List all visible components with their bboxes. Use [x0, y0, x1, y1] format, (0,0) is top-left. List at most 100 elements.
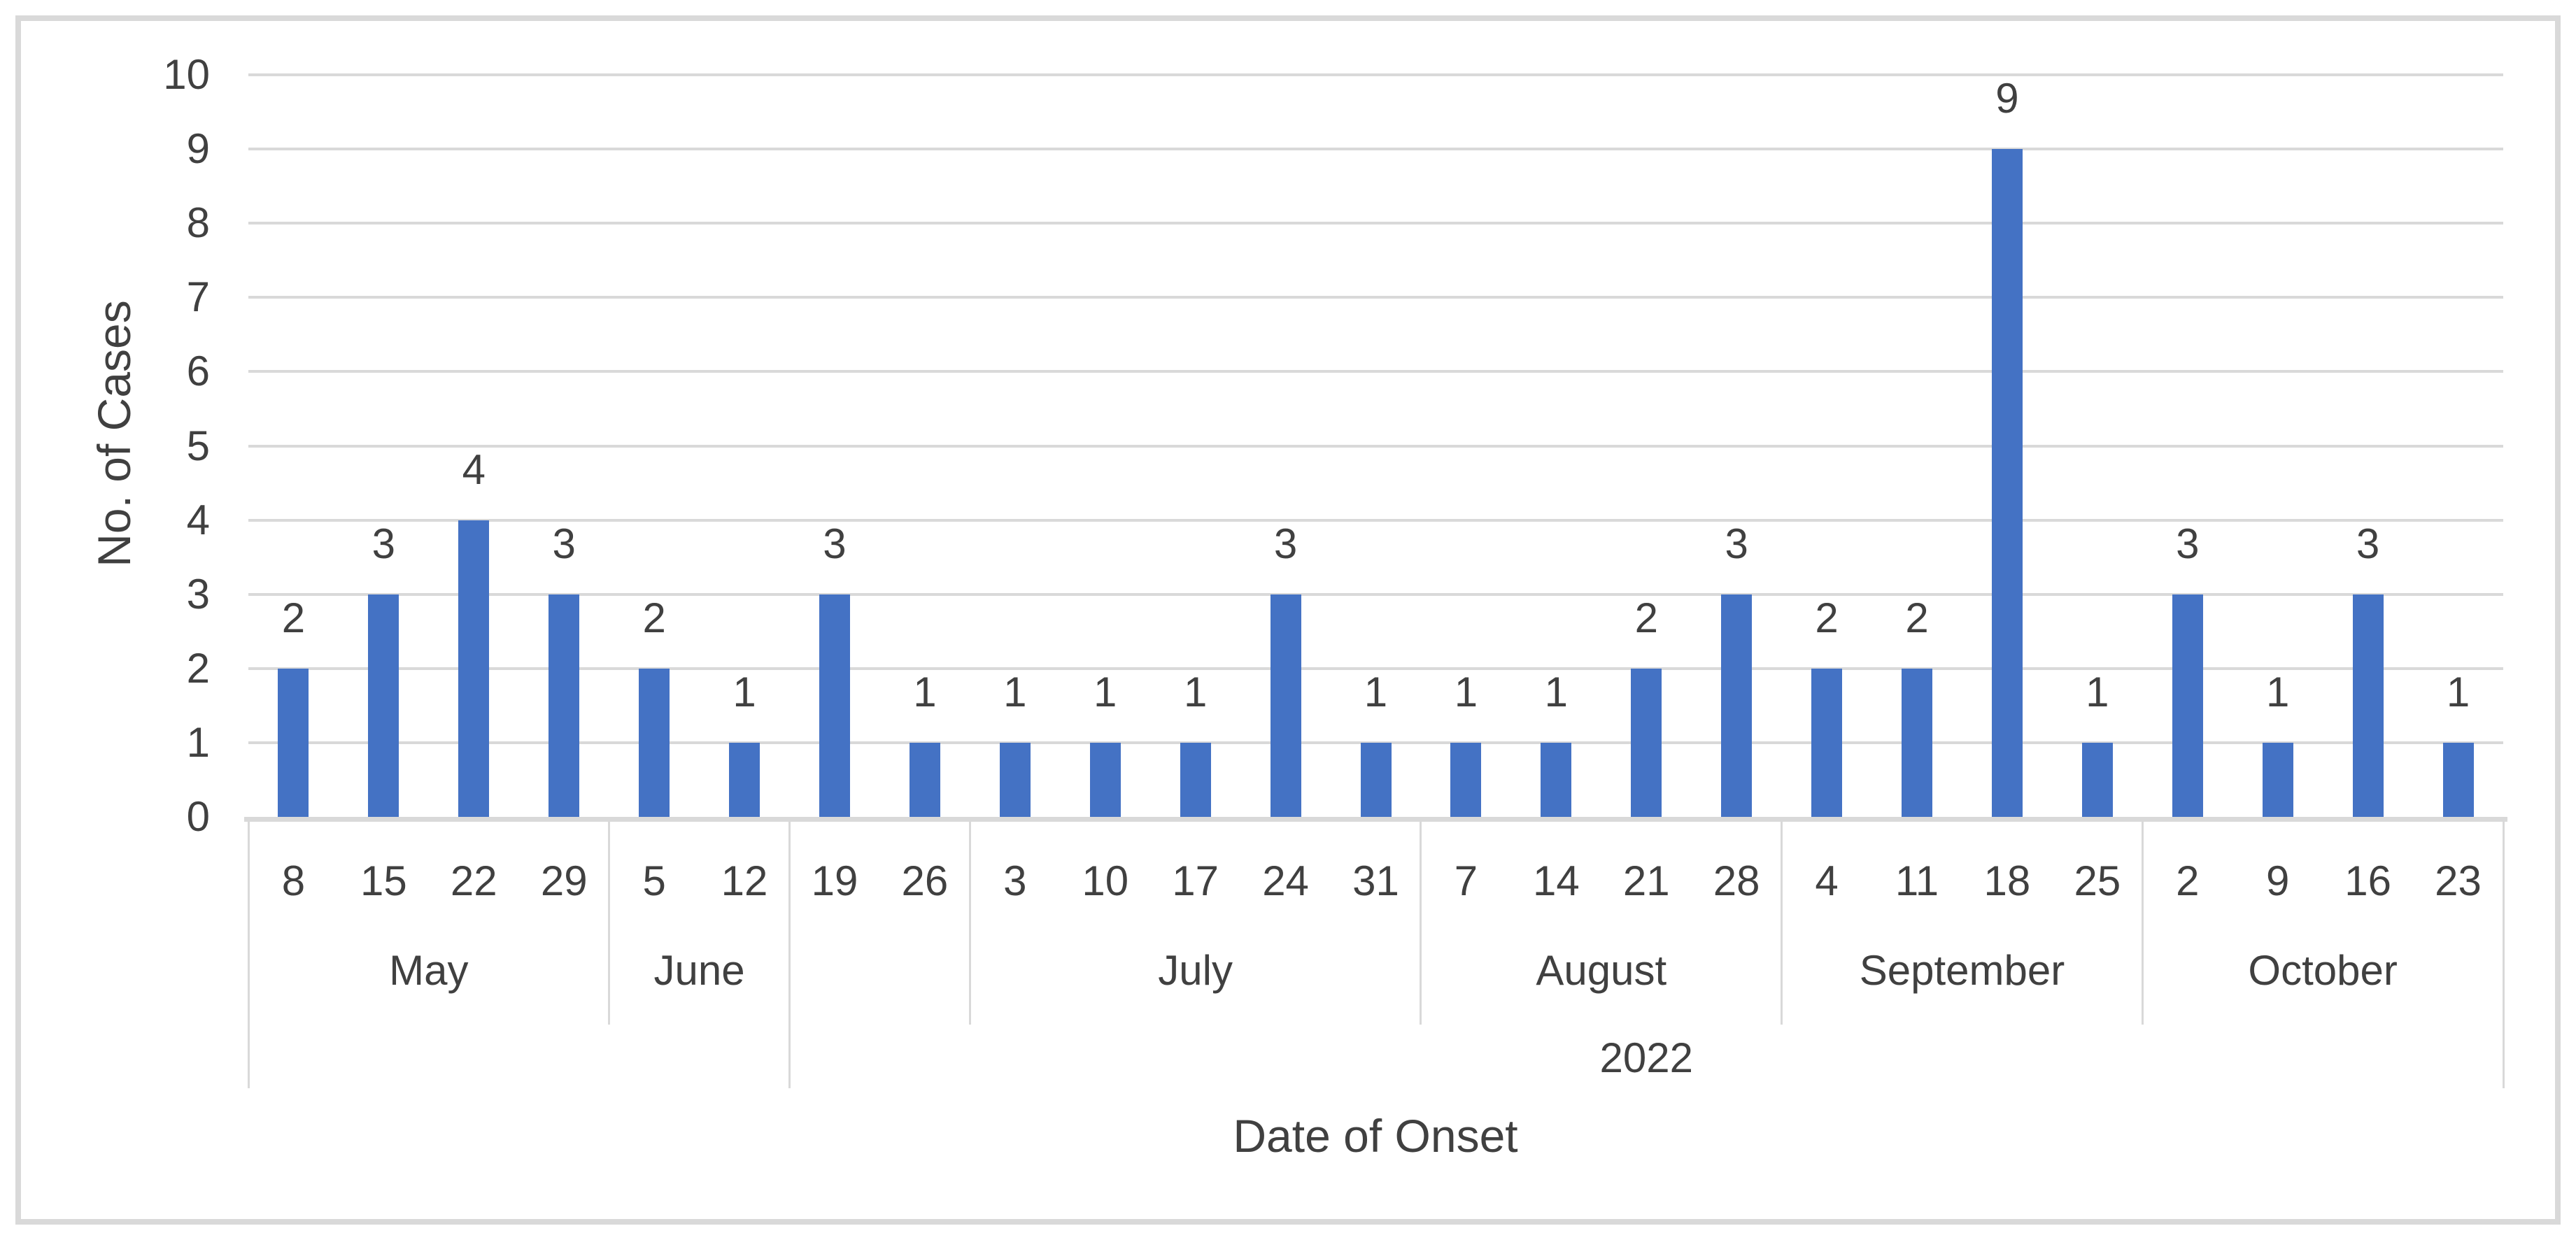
bar	[909, 742, 940, 817]
bar-value-label: 9	[1995, 75, 2019, 122]
x-axis-line	[244, 817, 2507, 822]
bar-value-label: 2	[1815, 594, 1839, 641]
bar-value-label: 3	[371, 520, 396, 567]
x-day-label: 15	[360, 857, 407, 904]
x-day-label: 23	[2435, 857, 2482, 904]
bar	[1631, 668, 1662, 817]
y-tick-label: 8	[186, 199, 210, 247]
bar	[1450, 742, 1482, 817]
x-month-label: July	[1158, 947, 1233, 994]
y-gridline	[248, 444, 2503, 448]
bar-value-label: 1	[1544, 668, 1569, 715]
bar-value-label: 3	[823, 520, 847, 567]
x-month-label: September	[1859, 947, 2065, 994]
month-divider	[2141, 817, 2144, 1025]
bar-value-label: 1	[2446, 668, 2470, 715]
bar	[1991, 149, 2023, 817]
bar	[1360, 742, 1392, 817]
year-divider	[788, 817, 791, 1088]
y-tick-label: 9	[186, 125, 210, 173]
x-axis-title: Date of Onset	[1233, 1110, 1518, 1162]
bar-value-label: 1	[1454, 668, 1478, 715]
x-day-label: 24	[1262, 857, 1309, 904]
y-tick-label: 10	[163, 51, 210, 98]
bar	[458, 520, 490, 817]
bar-value-label: 1	[2086, 668, 2109, 715]
y-tick-label: 7	[186, 273, 210, 321]
bar	[729, 742, 760, 817]
y-gridline	[248, 518, 2503, 522]
bar	[999, 742, 1031, 817]
y-gridline	[248, 592, 2503, 596]
bar	[2172, 594, 2203, 817]
bar-value-label: 2	[1634, 594, 1658, 641]
bar-value-label: 4	[462, 446, 486, 493]
x-day-label: 22	[450, 857, 497, 904]
year-divider	[2502, 817, 2505, 1088]
x-day-label: 18	[1983, 857, 2031, 904]
x-day-label: 8	[281, 857, 306, 904]
bar	[368, 594, 399, 817]
x-day-label: 31	[1352, 857, 1399, 904]
y-gridline	[248, 73, 2503, 76]
bar-value-label: 2	[1905, 594, 1929, 641]
y-tick-label: 2	[186, 644, 210, 692]
y-tick-label: 6	[186, 348, 210, 395]
x-day-label: 11	[1895, 857, 1939, 904]
bar-value-label: 2	[642, 594, 666, 641]
bar	[2262, 742, 2293, 817]
bar-value-label: 1	[913, 668, 937, 715]
bar	[1270, 594, 1301, 817]
y-gridline	[248, 222, 2503, 225]
bar	[1089, 742, 1121, 817]
x-day-label: 10	[1082, 857, 1129, 904]
chart-border	[15, 15, 2561, 1225]
bar-value-label: 1	[1003, 668, 1027, 715]
y-gridline	[248, 667, 2503, 670]
y-gridline	[248, 296, 2503, 299]
bar	[1811, 668, 1843, 817]
x-day-label: 25	[2074, 857, 2121, 904]
bar-value-label: 3	[2176, 520, 2200, 567]
month-divider	[968, 817, 971, 1025]
bar	[2442, 742, 2474, 817]
x-day-label: 9	[2266, 857, 2290, 904]
x-month-label: October	[2248, 947, 2398, 994]
x-day-label: 2	[2176, 857, 2200, 904]
bar	[2352, 594, 2384, 817]
bar	[1902, 668, 1933, 817]
y-tick-label: 4	[186, 496, 210, 543]
x-day-label: 29	[540, 857, 588, 904]
x-year-label: 2022	[1599, 1034, 1693, 1081]
x-day-label: 21	[1622, 857, 1670, 904]
bar-value-label: 3	[2356, 520, 2380, 567]
x-day-label: 26	[901, 857, 949, 904]
x-day-label: 14	[1532, 857, 1580, 904]
month-divider	[608, 817, 611, 1025]
bar-value-label: 1	[1094, 668, 1117, 715]
y-gridline	[248, 370, 2503, 373]
x-day-label: 17	[1172, 857, 1219, 904]
bar-value-label: 1	[733, 668, 756, 715]
x-day-label: 16	[2344, 857, 2391, 904]
bar-value-label: 1	[2266, 668, 2290, 715]
bar-value-label: 3	[1725, 520, 1748, 567]
bar	[819, 594, 850, 817]
bar	[1541, 742, 1572, 817]
x-day-label: 19	[811, 857, 858, 904]
bar	[2081, 742, 2113, 817]
y-tick-label: 1	[186, 718, 210, 766]
x-month-label: May	[389, 947, 469, 994]
y-tick-label: 0	[186, 793, 210, 840]
bar-value-label: 3	[1273, 520, 1298, 567]
x-day-label: 7	[1454, 857, 1478, 904]
bar-value-label: 1	[1183, 668, 1208, 715]
bar-value-label: 2	[281, 594, 306, 641]
bar	[1721, 594, 1753, 817]
bar	[549, 594, 580, 817]
x-day-label: 28	[1713, 857, 1760, 904]
bar	[1180, 742, 1211, 817]
x-month-label: August	[1536, 947, 1667, 994]
bar-value-label: 1	[1364, 668, 1388, 715]
